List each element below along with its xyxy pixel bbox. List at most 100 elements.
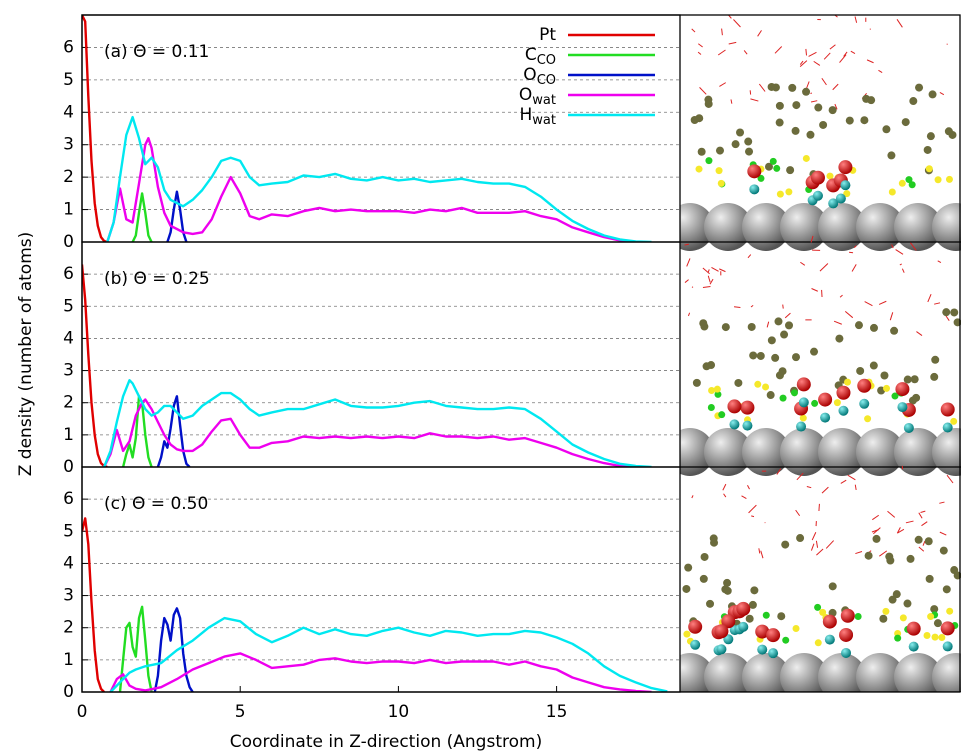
atom <box>802 87 811 96</box>
atom <box>776 190 784 198</box>
pt-atom <box>704 428 752 476</box>
atom <box>714 624 729 639</box>
water-stick <box>855 551 863 555</box>
atom <box>885 552 894 561</box>
water-stick <box>811 288 818 292</box>
water-stick <box>896 19 903 28</box>
pt-atom <box>742 428 790 476</box>
atom <box>721 614 736 629</box>
atom <box>950 308 959 317</box>
water-stick <box>823 52 831 60</box>
atom <box>836 385 851 400</box>
atom <box>814 639 822 647</box>
atom <box>705 157 713 165</box>
pt-atom <box>894 653 942 692</box>
pt-atom <box>856 428 904 476</box>
pt-atom <box>780 428 828 476</box>
atom <box>819 608 827 616</box>
water-stick <box>697 51 702 55</box>
pt-atom <box>818 428 866 476</box>
y-tick-label: 2 <box>63 393 74 413</box>
atom <box>745 147 754 156</box>
water-stick <box>918 512 923 519</box>
atom <box>702 362 711 371</box>
series-line <box>82 264 108 467</box>
atom <box>845 116 854 125</box>
water-stick <box>813 60 821 66</box>
water-stick <box>851 264 857 272</box>
atom <box>786 166 795 175</box>
atom <box>888 188 896 196</box>
legend-name: H <box>520 105 533 125</box>
atom <box>747 164 762 179</box>
atom <box>715 167 723 175</box>
atom <box>734 378 743 387</box>
atom <box>717 179 725 187</box>
atom <box>931 355 940 364</box>
atom <box>843 190 851 198</box>
series-line <box>106 137 636 242</box>
atom <box>706 599 715 608</box>
panel-label: (c) Θ = 0.50 <box>104 494 208 514</box>
atom <box>818 392 833 407</box>
water-stick <box>800 261 806 266</box>
water-stick <box>684 279 689 283</box>
atom <box>826 172 834 180</box>
atom <box>944 127 953 136</box>
atom <box>864 551 873 560</box>
atom <box>940 621 955 636</box>
water-stick <box>918 546 925 552</box>
water-stick <box>939 531 947 536</box>
water-stick <box>853 245 857 249</box>
atom <box>828 198 839 209</box>
atom <box>802 154 810 162</box>
atom <box>774 317 783 326</box>
atom <box>814 603 822 611</box>
water-stick <box>727 15 732 19</box>
atom <box>931 633 939 641</box>
atom <box>718 411 726 419</box>
pt-atom <box>894 203 942 251</box>
legend-name: Pt <box>539 25 556 45</box>
y-tick-label: 1 <box>63 650 74 670</box>
water-stick <box>698 43 703 48</box>
water-stick <box>730 99 733 104</box>
water-stick <box>844 311 854 319</box>
atom <box>792 101 801 110</box>
atom <box>699 574 708 583</box>
pt-atom <box>780 203 828 251</box>
water-stick <box>796 472 804 481</box>
water-stick <box>747 254 752 259</box>
atom <box>950 417 958 425</box>
atom <box>820 412 831 423</box>
water-stick <box>921 521 928 527</box>
atom <box>903 375 912 384</box>
atom <box>908 181 916 189</box>
atom <box>910 375 919 384</box>
series-line <box>131 192 153 242</box>
atom <box>901 118 910 127</box>
y-tick-label: 3 <box>63 586 74 606</box>
atom <box>764 162 773 171</box>
water-stick <box>751 515 755 518</box>
atom <box>762 611 770 619</box>
water-stick <box>808 51 817 57</box>
atom <box>796 534 805 543</box>
water-stick <box>721 28 723 36</box>
water-stick <box>834 103 838 110</box>
water-stick <box>750 98 759 102</box>
water-stick <box>896 527 901 534</box>
water-stick <box>702 267 710 275</box>
x-tick-label: 5 <box>235 702 246 722</box>
atom <box>715 146 724 155</box>
atom <box>814 103 823 112</box>
atom <box>822 614 837 629</box>
water-stick <box>747 485 750 490</box>
water-stick <box>733 19 741 28</box>
water-stick <box>927 293 932 303</box>
atom <box>781 540 790 549</box>
atom <box>750 586 759 595</box>
atom <box>785 321 794 330</box>
atom <box>767 336 776 345</box>
